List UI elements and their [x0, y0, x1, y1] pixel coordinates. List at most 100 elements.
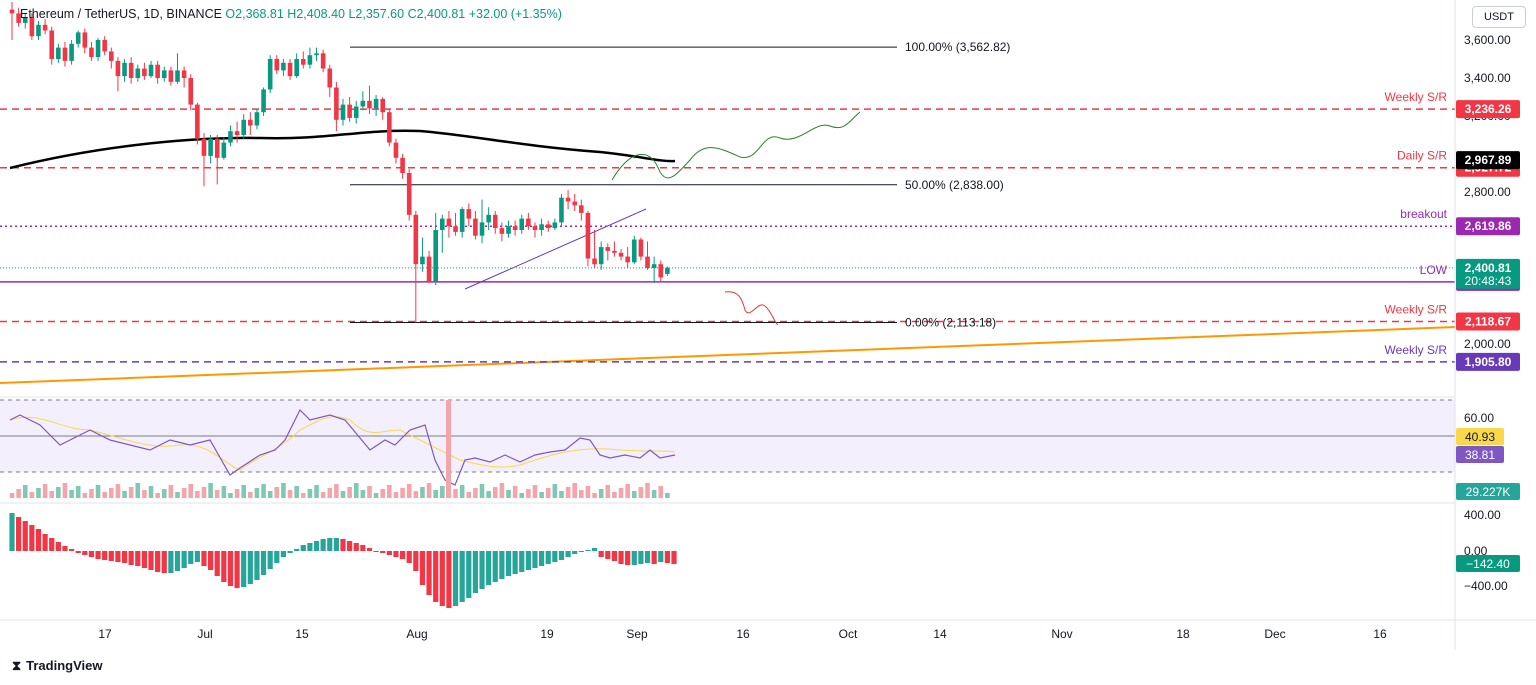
macd-bar [16, 517, 22, 551]
volume-bar [506, 490, 511, 498]
level-label: breakout [1400, 207, 1447, 221]
macd-bar [320, 539, 326, 551]
volume-spike [446, 400, 451, 498]
candle-body [552, 222, 558, 229]
candle-body [440, 218, 445, 230]
candle-body [181, 70, 187, 78]
macd-bar [42, 534, 48, 551]
last-price-text: 2,400.81 [1465, 261, 1512, 275]
volume-bar [466, 492, 472, 498]
macd-bar [380, 551, 386, 553]
candle-body [473, 218, 478, 236]
candle-body [314, 53, 319, 56]
candle-body [446, 218, 452, 227]
candle-body [221, 142, 227, 158]
volume-bar [440, 486, 445, 498]
volume-bar [56, 487, 61, 498]
level-price-tag [1456, 312, 1520, 331]
candle-body [393, 142, 399, 158]
x-tick-label: Oct [839, 627, 858, 641]
volume-bar [473, 488, 478, 498]
macd-bar [75, 551, 81, 553]
tradingview-logo[interactable]: ⧗ TradingView [12, 658, 102, 674]
volume-bar [248, 492, 253, 498]
volume-bar [208, 483, 213, 498]
macd-bar [505, 551, 512, 576]
volume-bar [539, 492, 544, 498]
candle-body [565, 197, 571, 202]
candle-body [287, 62, 293, 77]
volume-bar [122, 491, 127, 498]
candle-body [261, 89, 266, 113]
macd-bar [625, 551, 631, 565]
tradingview-logo-icon: ⧗ [12, 658, 22, 673]
x-tick-label: 17 [98, 627, 112, 641]
candle-body [651, 264, 657, 268]
candle-body [479, 222, 485, 236]
candle-body [459, 209, 465, 232]
currency-button[interactable]: USDT [1472, 6, 1526, 28]
candle-body [373, 98, 379, 109]
candle-body [62, 47, 68, 61]
symbol-title: Ethereum / TetherUS, 1D, BINANCE [20, 7, 222, 21]
macd-bar [214, 551, 220, 576]
candle-body [274, 59, 280, 71]
volume-bar [413, 491, 419, 498]
macd-bar [168, 551, 174, 573]
volume-bar [9, 493, 15, 498]
volume-bar [115, 484, 121, 498]
macd-bar [194, 551, 200, 562]
macd-bar [373, 551, 379, 552]
candle-body [645, 256, 650, 268]
volume-bar [592, 493, 597, 498]
macd-bar [486, 551, 492, 585]
volume-bar [228, 493, 233, 498]
level-label: Weekly S/R [1385, 302, 1448, 316]
volume-bar [598, 489, 604, 498]
macd-bar [327, 538, 333, 551]
rsi-signal-tag [1456, 428, 1504, 445]
volume-bar [201, 487, 207, 498]
macd-tick: 0.00 [1464, 544, 1488, 558]
candle-body [420, 256, 425, 265]
candle-body [281, 62, 286, 71]
candle-body [142, 68, 147, 77]
candle-body [36, 24, 41, 37]
macd-bar [108, 551, 114, 561]
macd-bar [95, 551, 101, 559]
macd-bar [260, 551, 267, 575]
candle-body [148, 64, 154, 77]
volume-bar [340, 491, 346, 498]
volume-bar [175, 492, 180, 498]
volume-bar [486, 491, 491, 498]
last-price-tag [1456, 258, 1520, 289]
volume-bar [512, 486, 518, 498]
volume-bar [307, 489, 313, 498]
candle-body [82, 32, 88, 48]
macd-bar [512, 551, 518, 574]
candle-body [625, 256, 630, 263]
volume-bar [631, 491, 637, 498]
macd-bar [221, 551, 227, 582]
ohlc-high: H2,408.40 [287, 7, 345, 21]
candle-body [453, 226, 458, 232]
volume-bar [585, 486, 591, 498]
ohlc-change: +32.00 (+1.35%) [468, 7, 562, 21]
y-tick-label: 3,600.00 [1464, 33, 1511, 47]
candle-body [102, 40, 107, 52]
macd-bar [472, 551, 478, 593]
level-price-tag-text: 2,619.86 [1465, 219, 1512, 233]
candle-body [512, 226, 518, 230]
ohlc-close: C2,400.81 [407, 7, 466, 21]
fib-label: 100.00% (3,562.82) [905, 40, 1010, 54]
volume-bar [254, 488, 260, 498]
volume-bar [327, 488, 333, 498]
volume-bar [492, 487, 498, 498]
candle-body [612, 250, 617, 253]
macd-bar [68, 549, 75, 551]
candle-body [598, 247, 604, 265]
candle-body [109, 51, 114, 61]
candle-body [188, 78, 194, 105]
candle-body [208, 138, 213, 156]
